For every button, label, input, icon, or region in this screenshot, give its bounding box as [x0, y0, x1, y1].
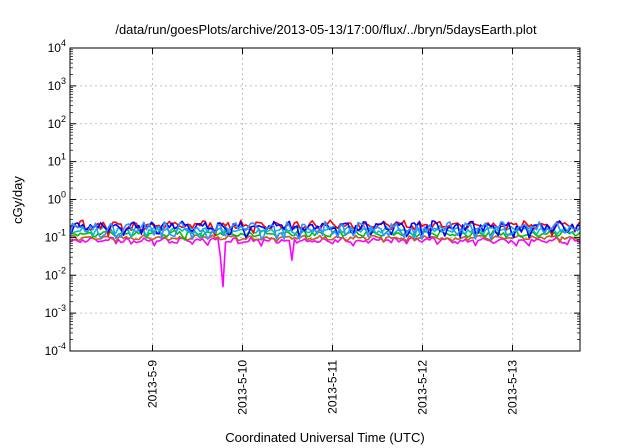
y-tick-label: 10-1	[45, 227, 66, 244]
y-tick-label: 100	[48, 190, 66, 207]
y-tick-label: 10-4	[45, 341, 66, 358]
series-line-2	[69, 234, 581, 244]
y-tick-label: 104	[48, 38, 66, 55]
y-tick-label: 101	[48, 152, 66, 169]
x-tick-label: 2013-5-9	[146, 360, 160, 408]
x-axis: 2013-5-9 2013-5-10 2013-5-11 2013-5-12 2013-…	[146, 48, 520, 415]
x-tick-label: 2013-5-10	[236, 360, 250, 415]
y-axis-label: cGy/day	[10, 176, 25, 224]
x-tick-label: 2013-5-13	[506, 360, 520, 415]
x-tick-label: 2013-5-12	[416, 360, 430, 415]
grid	[70, 48, 580, 351]
y-tick-label: 10-3	[45, 303, 66, 320]
x-axis-label: Coordinated Universal Time (UTC)	[225, 430, 424, 445]
y-axis: 10-4 10-3 10-2 10-1 100 101 102 103 104	[45, 38, 580, 358]
chart-title: /data/run/goesPlots/archive/2013-05-13/1…	[115, 22, 537, 37]
series-layer	[69, 219, 581, 288]
y-tick-label: 102	[48, 114, 66, 131]
y-tick-label: 10-2	[45, 265, 66, 282]
series-line-7	[69, 220, 581, 240]
x-tick-label: 2013-5-11	[326, 360, 340, 414]
series-line-1	[69, 236, 581, 288]
y-tick-label: 103	[48, 76, 66, 93]
